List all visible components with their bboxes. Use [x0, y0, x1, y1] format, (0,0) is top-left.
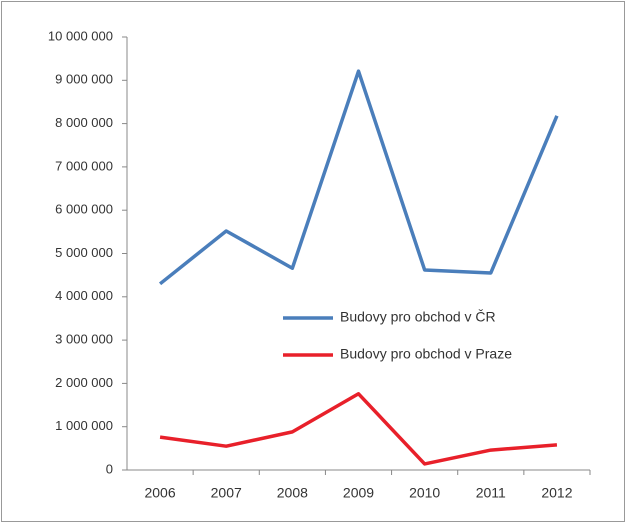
legend-label: Budovy pro obchod v ČR: [340, 309, 496, 325]
x-tick-label: 2008: [277, 485, 308, 501]
legend-label: Budovy pro obchod v Praze: [340, 346, 512, 362]
y-tick-label: 4 000 000: [55, 288, 113, 303]
y-tick-label: 1 000 000: [55, 418, 113, 433]
y-tick-label: 0: [106, 461, 113, 476]
x-tick-label: 2006: [144, 485, 175, 501]
y-tick-label: 5 000 000: [55, 245, 113, 260]
y-tick-label: 7 000 000: [55, 158, 113, 173]
y-tick-label: 8 000 000: [55, 115, 113, 130]
x-tick-label: 2007: [211, 485, 242, 501]
series-line: [158, 69, 559, 286]
y-tick-label: 2 000 000: [55, 375, 113, 390]
y-tick-label: 3 000 000: [55, 332, 113, 347]
x-tick-label: 2010: [409, 485, 440, 501]
x-tick-label: 2012: [541, 485, 572, 501]
y-tick-label: 9 000 000: [55, 72, 113, 87]
x-tick-label: 2009: [343, 485, 374, 501]
y-tick-label: 6 000 000: [55, 202, 113, 217]
y-tick-label: 10 000 000: [48, 28, 113, 43]
x-tick-label: 2011: [476, 485, 506, 501]
series-line: [159, 392, 558, 466]
